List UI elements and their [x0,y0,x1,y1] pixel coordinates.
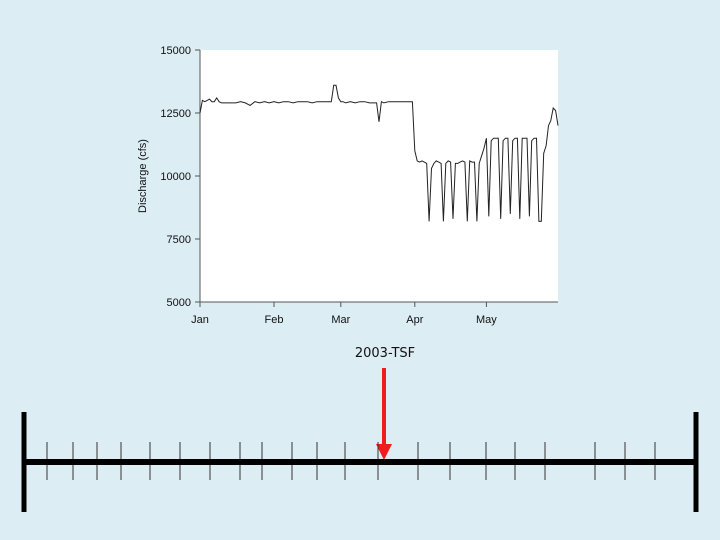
y-tick-label: 15000 [160,45,191,57]
y-tick-label: 10000 [160,171,191,183]
timeline [21,368,699,512]
x-tick-label: Feb [265,314,284,326]
marker-label: 2003-TSF [354,346,416,361]
marker-arrow-head [376,444,392,460]
x-tick-label: Jan [191,314,209,326]
x-tick-label: Apr [406,314,423,326]
x-axis: Jan Feb Mar Apr May [191,302,497,326]
y-tick-label: 5000 [167,297,191,309]
discharge-series-line [199,84,559,222]
y-tick-label: 7500 [167,234,191,246]
x-tick-label: Mar [331,314,350,326]
x-tick-label: May [476,314,497,326]
plot-area [200,50,558,302]
y-axis-title: Discharge (cfs) [137,139,149,213]
y-axis: 5000 7500 10000 12500 15000 [160,45,200,309]
y-tick-label: 12500 [160,108,191,120]
